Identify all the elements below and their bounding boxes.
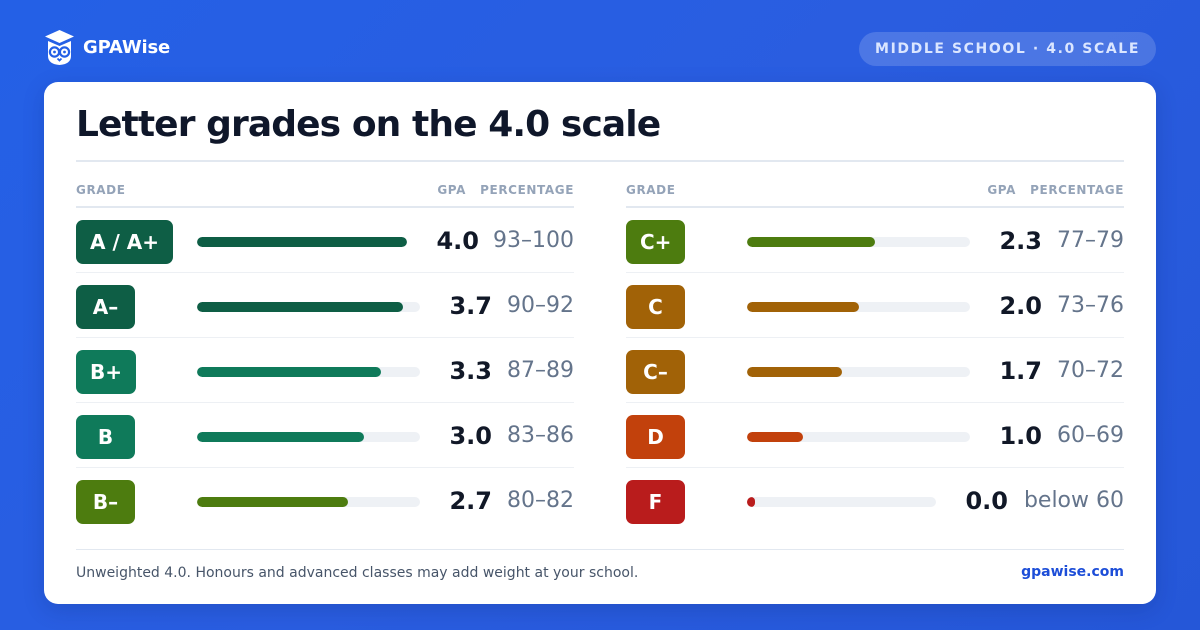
gpa-value: 4.0 — [436, 227, 479, 255]
gpa-bar-track — [747, 432, 970, 442]
gpa-bar-fill — [747, 367, 842, 377]
gpa-bar-fill — [747, 237, 876, 247]
grade-row-a-a-plus: A / A+ 4.0 93–100 — [76, 208, 574, 273]
grade-column-header: GRADE — [626, 183, 676, 197]
percentage-range: 80–82 — [507, 488, 574, 513]
grade-badge: B+ — [76, 350, 137, 394]
grade-row-f: F 0.0 below 60 — [626, 468, 1124, 533]
gpa-column-header: GPA — [437, 183, 466, 197]
brand-name: GPAWise — [83, 37, 170, 58]
owl-graduation-cap-icon — [45, 30, 74, 65]
grade-badge: B — [76, 415, 135, 459]
gpa-bar-fill — [197, 302, 404, 312]
gpa-column-header: GPA — [987, 183, 1016, 197]
grade-badge: F — [626, 480, 685, 524]
gpa-bar-fill — [197, 432, 365, 442]
column-header: GRADE GPA PERCENTAGE — [626, 174, 1124, 208]
page-title: Letter grades on the 4.0 scale — [76, 104, 661, 145]
percentage-range: 73–76 — [1057, 293, 1124, 318]
gpa-bar-track — [197, 367, 420, 377]
gpa-value: 1.0 — [999, 422, 1042, 450]
footer-divider — [76, 549, 1124, 550]
percentage-range: 83–86 — [507, 423, 574, 448]
percentage-range: 77–79 — [1057, 228, 1124, 253]
brand[interactable]: GPAWise — [44, 29, 170, 66]
gpa-bar-track — [197, 432, 420, 442]
percentage-range: 90–92 — [507, 293, 574, 318]
grade-row-a-minus: A– 3.7 90–92 — [76, 273, 574, 338]
grade-row-b: B 3.0 83–86 — [76, 403, 574, 468]
gpa-value: 3.0 — [449, 422, 492, 450]
gpa-bar-track — [197, 302, 420, 312]
grade-row-d: D 1.0 60–69 — [626, 403, 1124, 468]
grade-row-b-plus: B+ 3.3 87–89 — [76, 338, 574, 403]
grade-badge: A / A+ — [76, 220, 173, 264]
grade-row-c-plus: C+ 2.3 77–79 — [626, 208, 1124, 273]
gpa-bar-track — [197, 497, 420, 507]
gpa-bar-track — [747, 367, 970, 377]
grade-scale-card: Letter grades on the 4.0 scale GRADE GPA… — [44, 82, 1156, 604]
grade-badge: A– — [76, 285, 135, 329]
grade-badge: C — [626, 285, 685, 329]
gpa-value: 2.3 — [999, 227, 1042, 255]
percentage-range: 60–69 — [1057, 423, 1124, 448]
gpa-bar-track — [747, 302, 970, 312]
gpa-bar-fill — [747, 432, 803, 442]
gpa-bar-track — [747, 237, 970, 247]
gpa-bar-fill — [197, 367, 381, 377]
grade-badge: B– — [76, 480, 135, 524]
gpa-value: 3.7 — [449, 292, 492, 320]
gpa-value: 2.0 — [999, 292, 1042, 320]
column-header: GRADE GPA PERCENTAGE — [76, 174, 574, 208]
grade-badge: D — [626, 415, 685, 459]
grades-column-left: GRADE GPA PERCENTAGE A / A+ 4.0 93–100 A– 3.… — [76, 174, 574, 533]
gpa-bar-fill — [197, 497, 348, 507]
percentage-range: 93–100 — [493, 228, 574, 253]
grade-badge: C+ — [626, 220, 686, 264]
site-link[interactable]: gpawise.com — [1021, 564, 1124, 580]
percentage-range: below 60 — [1023, 488, 1124, 513]
gpa-bar-fill — [747, 497, 755, 507]
grade-row-b-minus: B– 2.7 80–82 — [76, 468, 574, 533]
title-divider — [76, 160, 1124, 162]
footnote: Unweighted 4.0. Honours and advanced cla… — [76, 565, 639, 581]
gpa-value: 1.7 — [999, 357, 1042, 385]
grade-badge: C– — [626, 350, 685, 394]
percentage-column-header: PERCENTAGE — [480, 183, 574, 197]
gpa-value: 0.0 — [965, 487, 1008, 515]
gpa-bar-fill — [197, 237, 407, 247]
grade-column-header: GRADE — [76, 183, 126, 197]
percentage-range: 70–72 — [1057, 358, 1124, 383]
gpa-value: 3.3 — [449, 357, 492, 385]
grades-column-right: GRADE GPA PERCENTAGE C+ 2.3 77–79 C 2.0 73–76… — [626, 174, 1124, 533]
gpa-value: 2.7 — [449, 487, 492, 515]
gpa-bar-track — [747, 497, 936, 507]
gpa-bar-fill — [747, 302, 859, 312]
gpa-bar-track — [197, 237, 407, 247]
grade-row-c: C 2.0 73–76 — [626, 273, 1124, 338]
scale-badge: MIDDLE SCHOOL · 4.0 SCALE — [859, 32, 1156, 66]
percentage-column-header: PERCENTAGE — [1030, 183, 1124, 197]
grade-row-c-minus: C– 1.7 70–72 — [626, 338, 1124, 403]
percentage-range: 87–89 — [507, 358, 574, 383]
